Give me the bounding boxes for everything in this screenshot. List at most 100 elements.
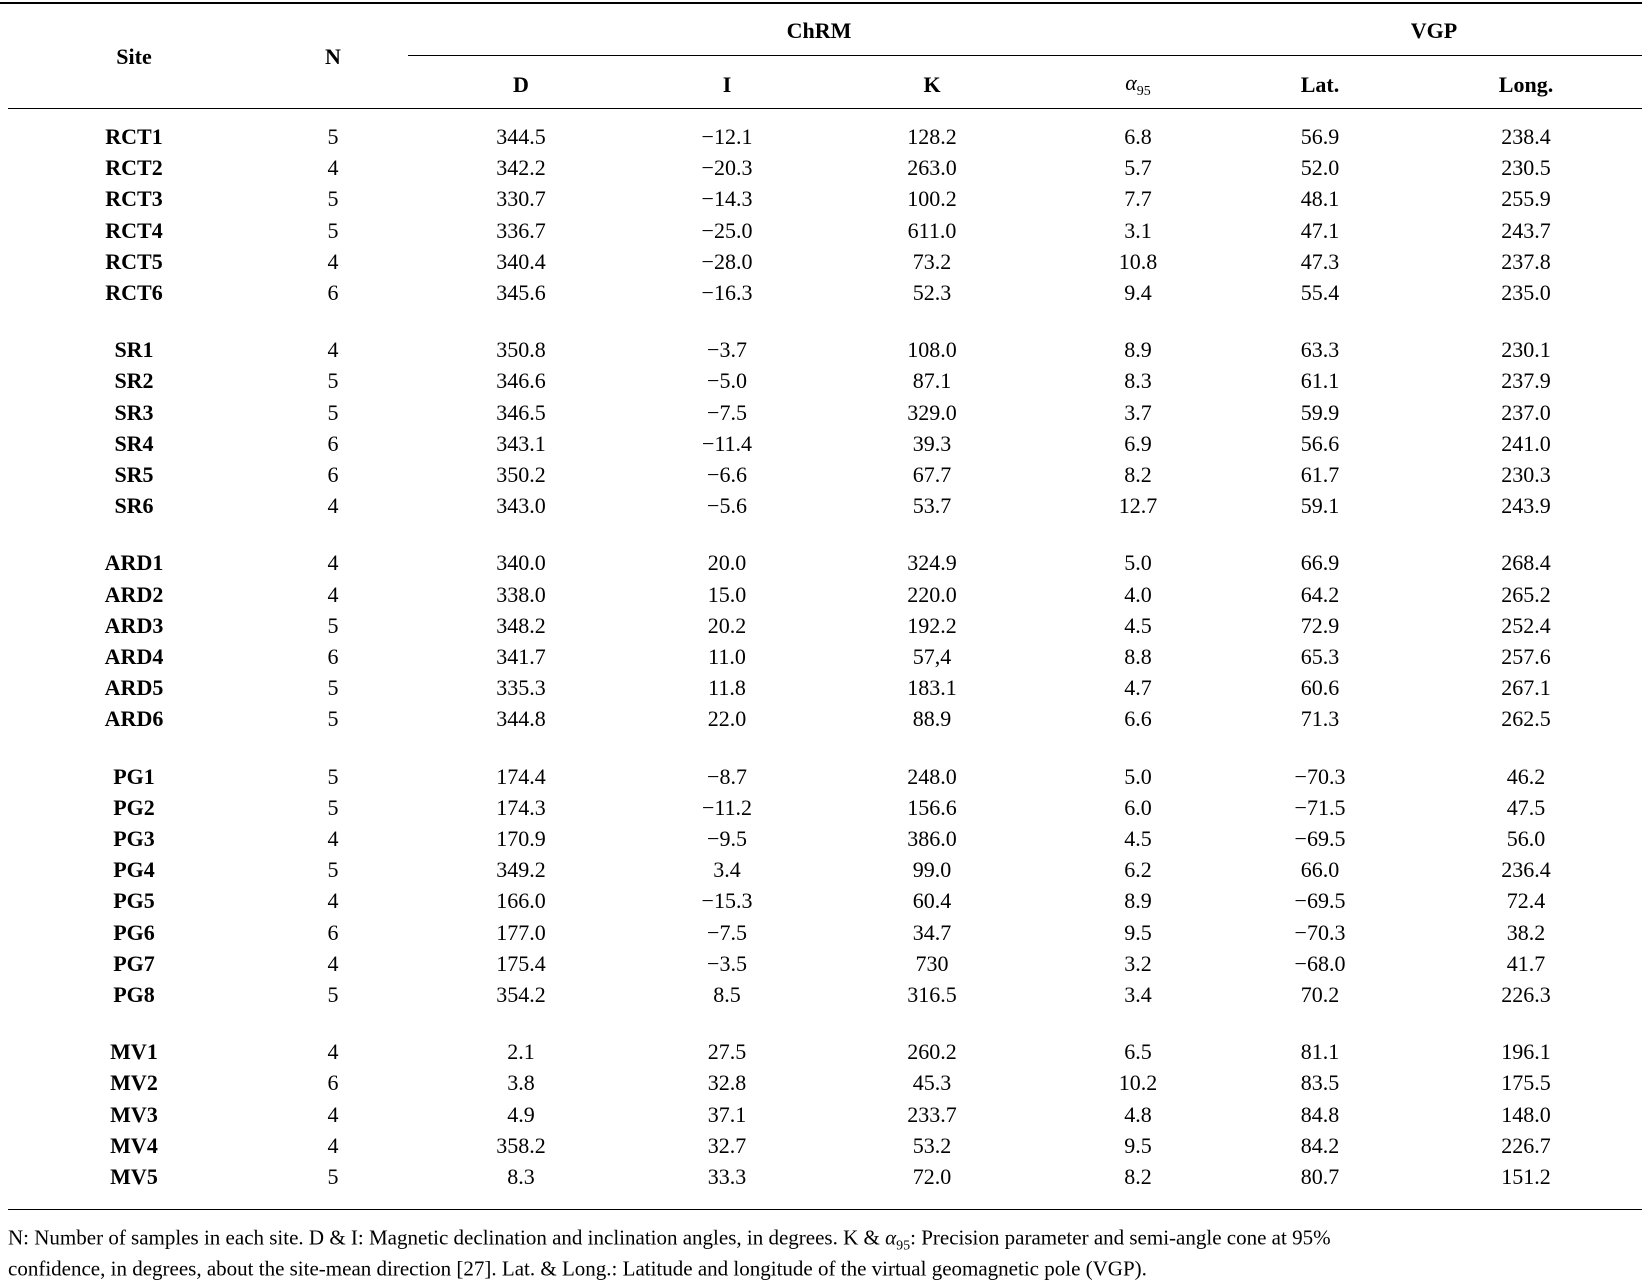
cell-site: MV2: [110, 1070, 158, 1096]
cell-i: −28.0: [701, 248, 753, 274]
cell-n: 4: [327, 550, 339, 576]
cell-k: 128.2: [907, 124, 957, 149]
cell-k: 53.7: [912, 493, 952, 519]
cell-n: 4: [327, 337, 339, 363]
cell-n: 4: [327, 888, 339, 914]
cell-d: 338.0: [496, 581, 546, 607]
cell-site: SR1: [114, 337, 154, 363]
cell-i: 8.5: [713, 982, 741, 1007]
cell-n: 4: [327, 1132, 339, 1158]
cell-k: 60.4: [912, 888, 952, 914]
cell-alpha95: 3.1: [1124, 217, 1152, 243]
cell-k: 329.0: [907, 399, 957, 425]
cell-d: 175.4: [496, 950, 546, 976]
cell-long: 230.1: [1501, 337, 1551, 363]
cell-lat: 60.6: [1300, 675, 1340, 701]
cell-d: 344.8: [496, 706, 546, 732]
cell-site: ARD4: [104, 644, 164, 669]
cell-long: 46.2: [1506, 763, 1546, 789]
footnote-line: N: Number of samples in each site. D & I…: [8, 1225, 1331, 1254]
cell-n: 5: [327, 1164, 339, 1189]
cell-d: 8.3: [507, 1164, 535, 1189]
cell-lat: 59.9: [1300, 399, 1340, 425]
cell-k: 730: [915, 950, 949, 976]
cell-i: 32.7: [707, 1132, 747, 1158]
cell-d: 346.6: [496, 368, 546, 394]
cell-lat: 56.9: [1300, 124, 1340, 149]
cell-site: ARD6: [104, 706, 164, 732]
cell-lat: 61.1: [1300, 368, 1340, 394]
cell-k: 39.3: [912, 430, 952, 456]
cell-long: 148.0: [1501, 1101, 1551, 1127]
footnote-line: confidence, in degrees, about the site-m…: [8, 1256, 1147, 1281]
cell-d: 174.3: [496, 794, 546, 820]
cell-alpha95: 4.8: [1124, 1101, 1152, 1127]
cell-long: 255.9: [1501, 186, 1551, 212]
cell-n: 5: [327, 124, 339, 149]
footnote-text: : Precision parameter and semi-angle con…: [910, 1225, 1331, 1250]
cell-i: −14.3: [701, 186, 753, 212]
cell-site: RCT6: [105, 280, 163, 305]
header-n: N: [325, 44, 341, 69]
cell-long: 151.2: [1501, 1164, 1551, 1189]
cell-alpha95: 9.5: [1124, 919, 1152, 945]
cell-n: 5: [327, 763, 339, 789]
cell-k: 248.0: [907, 763, 957, 789]
cell-n: 4: [327, 826, 339, 851]
cell-k: 263.0: [907, 155, 957, 181]
cell-n: 6: [327, 430, 339, 456]
cell-long: 236.4: [1501, 857, 1551, 883]
cell-lat: 47.3: [1300, 248, 1340, 274]
cell-site: RCT1: [105, 124, 163, 149]
cell-k: 45.3: [912, 1070, 952, 1096]
cell-alpha95: 5.0: [1124, 550, 1152, 576]
cell-long: 47.5: [1506, 794, 1546, 820]
cell-k: 324.9: [907, 550, 957, 576]
cell-i: 11.8: [708, 675, 746, 701]
cell-alpha95: 6.6: [1124, 706, 1152, 732]
cell-lat: 63.3: [1300, 337, 1340, 363]
header-site: Site: [116, 44, 152, 69]
cell-long: 237.9: [1501, 368, 1551, 394]
alpha-subscript: 95: [1136, 84, 1151, 100]
cell-long: 237.8: [1501, 248, 1551, 274]
cell-n: 4: [327, 1101, 339, 1127]
cell-k: 100.2: [907, 186, 957, 212]
cell-alpha95: 9.5: [1124, 1132, 1152, 1158]
cell-k: 88.9: [912, 706, 952, 732]
cell-site: PG5: [113, 888, 155, 914]
cell-long: 237.0: [1501, 399, 1551, 425]
header-vgp: VGP: [1410, 18, 1458, 43]
cell-d: 342.2: [496, 155, 546, 181]
cell-lat: 80.7: [1300, 1164, 1340, 1189]
alpha-symbol: α: [1125, 69, 1137, 95]
cell-site: PG2: [113, 794, 155, 820]
cell-n: 4: [327, 493, 339, 519]
cell-alpha95: 4.5: [1124, 612, 1152, 638]
cell-alpha95: 6.8: [1124, 124, 1152, 149]
cell-i: −16.3: [701, 280, 753, 305]
cell-site: MV3: [110, 1101, 158, 1127]
cell-alpha95: 3.2: [1124, 950, 1152, 976]
header-chrm: ChRM: [786, 18, 852, 43]
cell-lat: 64.2: [1300, 581, 1340, 607]
cell-alpha95: 8.8: [1124, 644, 1152, 669]
cell-k: 183.1: [907, 675, 957, 701]
cell-alpha95: 12.7: [1118, 493, 1158, 519]
cell-i: 27.5: [707, 1039, 747, 1065]
cell-site: RCT4: [105, 217, 163, 243]
group-rule: [408, 55, 1642, 56]
bottom-rule: [8, 1209, 1642, 1210]
cell-n: 6: [327, 919, 339, 945]
cell-lat: −69.5: [1294, 826, 1346, 851]
cell-d: 345.6: [496, 280, 546, 305]
cell-site: SR3: [114, 399, 154, 425]
cell-lat: 83.5: [1300, 1070, 1340, 1096]
cell-site: SR4: [114, 430, 154, 456]
cell-k: 260.2: [907, 1039, 957, 1065]
cell-i: −11.4: [701, 430, 753, 456]
cell-lat: −68.0: [1294, 950, 1346, 976]
cell-site: RCT5: [105, 248, 163, 274]
cell-i: 3.4: [713, 857, 741, 883]
cell-n: 6: [327, 1070, 339, 1096]
